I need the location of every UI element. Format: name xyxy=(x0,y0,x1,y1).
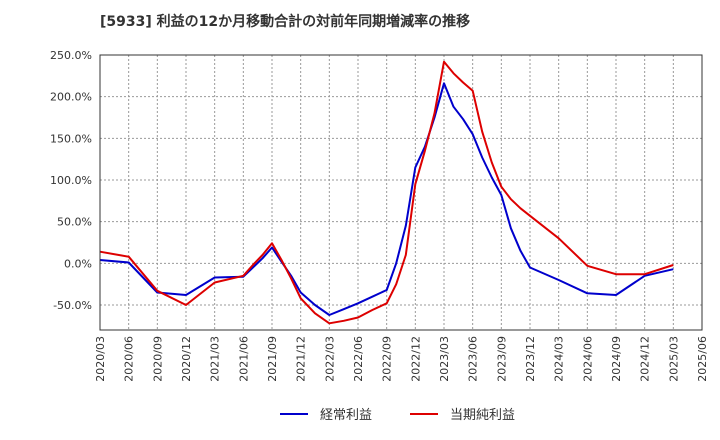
y-tick-label: 150.0% xyxy=(50,132,92,145)
x-tick-label: 2024/06 xyxy=(581,336,594,382)
x-tick-label: 2021/03 xyxy=(209,336,222,382)
x-tick-label: 2021/06 xyxy=(237,336,250,382)
x-axis: 2020/03 2020/06 2020/09 2020/12 2021/03 2021/… xyxy=(94,336,709,382)
x-tick-label: 2024/03 xyxy=(553,336,566,382)
x-tick-label: 2023/06 xyxy=(467,336,480,382)
x-tick-label: 2023/12 xyxy=(524,336,537,382)
y-tick-label: 50.0% xyxy=(57,216,92,229)
y-tick-label: 250.0% xyxy=(50,49,92,62)
x-tick-label: 2020/12 xyxy=(180,336,193,382)
x-tick-label: 2024/12 xyxy=(639,336,652,382)
y-tick-label: 100.0% xyxy=(50,174,92,187)
series-line-2 xyxy=(99,60,674,325)
chart-title: [5933] 利益の12か月移動合計の対前年同期増減率の推移 xyxy=(100,13,470,30)
plot-area xyxy=(99,54,703,331)
y-tick-label: 200.0% xyxy=(50,91,92,104)
legend: 経常利益 当期純利益 xyxy=(280,408,515,423)
y-tick-label: -50.0% xyxy=(53,299,92,312)
x-tick-label: 2022/06 xyxy=(352,336,365,382)
x-tick-label: 2021/09 xyxy=(266,336,279,382)
x-tick-label: 2022/03 xyxy=(323,336,336,382)
x-tick-label: 2020/03 xyxy=(94,336,107,382)
x-tick-label: 2023/03 xyxy=(438,336,451,382)
legend-label-2: 当期純利益 xyxy=(450,408,515,423)
x-tick-label: 2022/09 xyxy=(381,336,394,382)
y-axis: -50.0% 0.0% 50.0% 100.0% 150.0% 200.0% 250.0% xyxy=(50,49,92,312)
grid-lines xyxy=(100,55,702,330)
x-tick-label: 2020/06 xyxy=(123,336,136,382)
x-tick-label: 2025/06 xyxy=(696,336,709,382)
x-tick-label: 2021/12 xyxy=(295,336,308,382)
x-tick-label: 2023/09 xyxy=(495,336,508,382)
x-tick-label: 2020/09 xyxy=(151,336,164,382)
series-lines xyxy=(99,60,674,325)
x-tick-label: 2022/12 xyxy=(409,336,422,382)
series-line-1 xyxy=(99,82,674,316)
x-tick-label: 2024/09 xyxy=(610,336,623,382)
y-tick-label: 0.0% xyxy=(64,257,92,270)
legend-label-1: 経常利益 xyxy=(320,408,372,423)
x-tick-label: 2025/03 xyxy=(667,336,680,382)
